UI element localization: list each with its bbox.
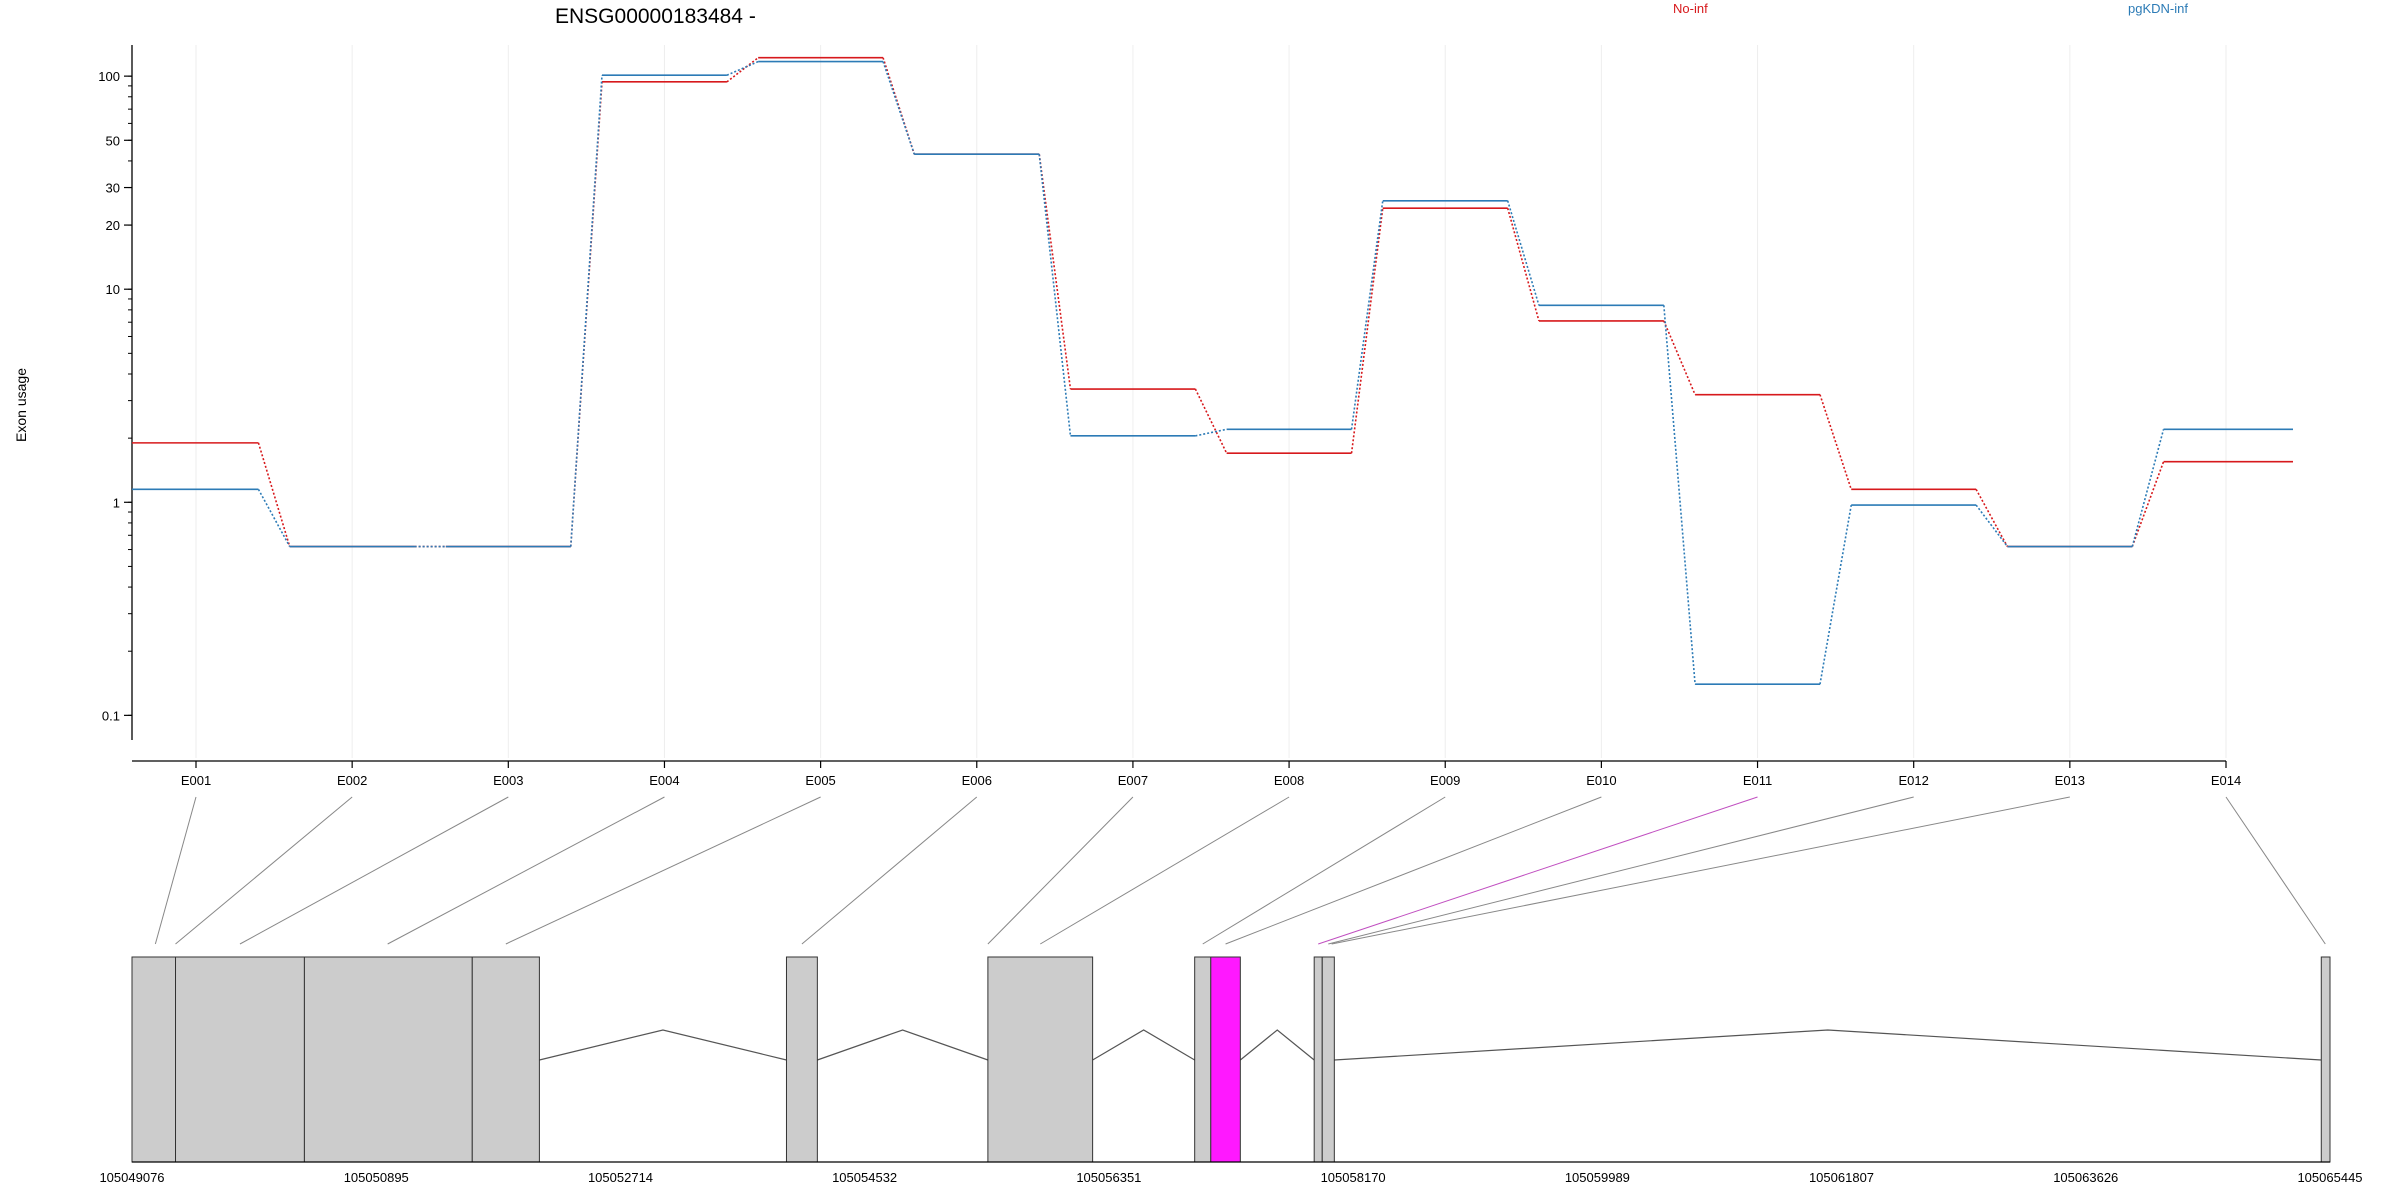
genomic-tick-label: 105059989 [1565, 1170, 1630, 1185]
exon-block [1313, 956, 1323, 1163]
connector-e011 [1318, 796, 1758, 945]
x-tick-label-e009: E009 [1430, 773, 1460, 788]
genomic-tick-label: 105056351 [1076, 1170, 1141, 1185]
series-no-inf [132, 56, 2293, 548]
connector-e008 [1040, 796, 1290, 945]
legend-no-inf: No-inf [1673, 1, 1708, 16]
series-connector [882, 57, 916, 155]
connector-e004 [387, 796, 665, 945]
connector-e010 [1225, 796, 1602, 945]
x-tick-label-e012: E012 [1899, 773, 1929, 788]
exon-block [303, 956, 473, 1163]
series-connector [1975, 504, 2009, 547]
exon-block [1321, 956, 1335, 1163]
data-series [132, 56, 2293, 686]
series-connector [1350, 200, 1384, 430]
genomic-tick-label: 105063626 [2053, 1170, 2118, 1185]
chart-title: ENSG00000183484 - [555, 5, 756, 28]
connector-e007 [987, 796, 1134, 945]
exon-block-highlighted [1210, 956, 1241, 1163]
exon-block [1194, 956, 1212, 1163]
intron [1239, 1029, 1315, 1061]
x-tick-label-e005: E005 [805, 773, 835, 788]
x-tick-label-e011: E011 [1743, 773, 1772, 788]
series-connector [257, 442, 291, 547]
series-connector [726, 57, 759, 83]
series-connector [1038, 154, 1072, 390]
series-connector [2131, 461, 2165, 547]
connector-e009 [1202, 796, 1446, 945]
y-tick-label: 0.1 [102, 708, 120, 723]
exon-block [471, 956, 540, 1163]
x-tick-label-e007: E007 [1118, 773, 1148, 788]
series-pgkdn-inf [132, 60, 2293, 686]
x-tick-label-e013: E013 [2055, 773, 2085, 788]
series-connector [1975, 488, 2009, 547]
connector-e001 [154, 796, 197, 945]
connector-e013 [1331, 796, 2070, 945]
series-connector [1663, 320, 1696, 395]
genomic-tick-label: 105052714 [588, 1170, 653, 1185]
series-connector [1506, 207, 1540, 322]
x-tick-label-e003: E003 [493, 773, 523, 788]
genomic-tick-label: 105065445 [2297, 1170, 2362, 1185]
genomic-tick-label: 105049076 [99, 1170, 164, 1185]
intron [539, 1029, 787, 1061]
series-connector [1195, 428, 1227, 437]
series-connector [1819, 394, 1852, 490]
x-tick-label-e002: E002 [337, 773, 367, 788]
x-tick-label-e014: E014 [2211, 773, 2241, 788]
exon-block [131, 956, 177, 1163]
x-tick-label-e008: E008 [1274, 773, 1304, 788]
series-connector [1819, 504, 1853, 685]
legend-pgkdn-inf: pgKDN-inf [2128, 1, 2188, 16]
x-tick-label-e001: E001 [181, 773, 211, 788]
y-tick-label: 20 [106, 218, 120, 233]
intron [1334, 1029, 2322, 1061]
genomic-tick-label: 105054532 [832, 1170, 897, 1185]
genomic-tick-label: 105058170 [1321, 1170, 1386, 1185]
x-tick-label-e010: E010 [1586, 773, 1616, 788]
exon-block [785, 956, 818, 1163]
series-connector [1663, 305, 1696, 685]
x-tick-label-e006: E006 [962, 773, 992, 788]
intron [817, 1029, 989, 1061]
series-connector [726, 60, 759, 76]
connector-e014 [2225, 796, 2326, 945]
connector-e012 [1328, 796, 1914, 945]
genomic-tick-label: 105061807 [1809, 1170, 1874, 1185]
exon-block [987, 956, 1094, 1163]
connector-e002 [175, 796, 353, 945]
axes: 0.1 1 10 20 30 50 100 E001 E002 E003 E004 E005 E006 E… [98, 45, 2241, 788]
series-connector [569, 75, 603, 547]
series-connector [1506, 200, 1540, 306]
exon-connector-lines [154, 796, 2326, 945]
gene-model: 105049076 105050895 105052714 105054532 1050… [99, 956, 2363, 1185]
y-tick-label: 50 [106, 133, 120, 148]
series-connector [882, 61, 916, 155]
intron [1092, 1029, 1195, 1061]
y-tick-label: 10 [106, 282, 120, 297]
connector-e005 [505, 796, 821, 945]
series-connector [1038, 154, 1072, 436]
connector-e003 [239, 796, 509, 945]
genomic-tick-label: 105050895 [344, 1170, 409, 1185]
vertical-gridlines [195, 45, 2227, 758]
series-connector [257, 488, 291, 547]
y-tick-label: 100 [98, 69, 120, 84]
x-tick-label-e004: E004 [649, 773, 679, 788]
series-connector [1194, 388, 1228, 454]
connector-e006 [801, 796, 978, 945]
exon-block [2320, 956, 2331, 1163]
y-tick-label: 30 [106, 181, 120, 196]
exon-block [175, 956, 305, 1163]
y-axis-label: Exon usage [13, 368, 29, 442]
y-tick-label: 1 [113, 495, 120, 510]
series-connector [1350, 208, 1384, 454]
series-connector [2131, 429, 2165, 547]
